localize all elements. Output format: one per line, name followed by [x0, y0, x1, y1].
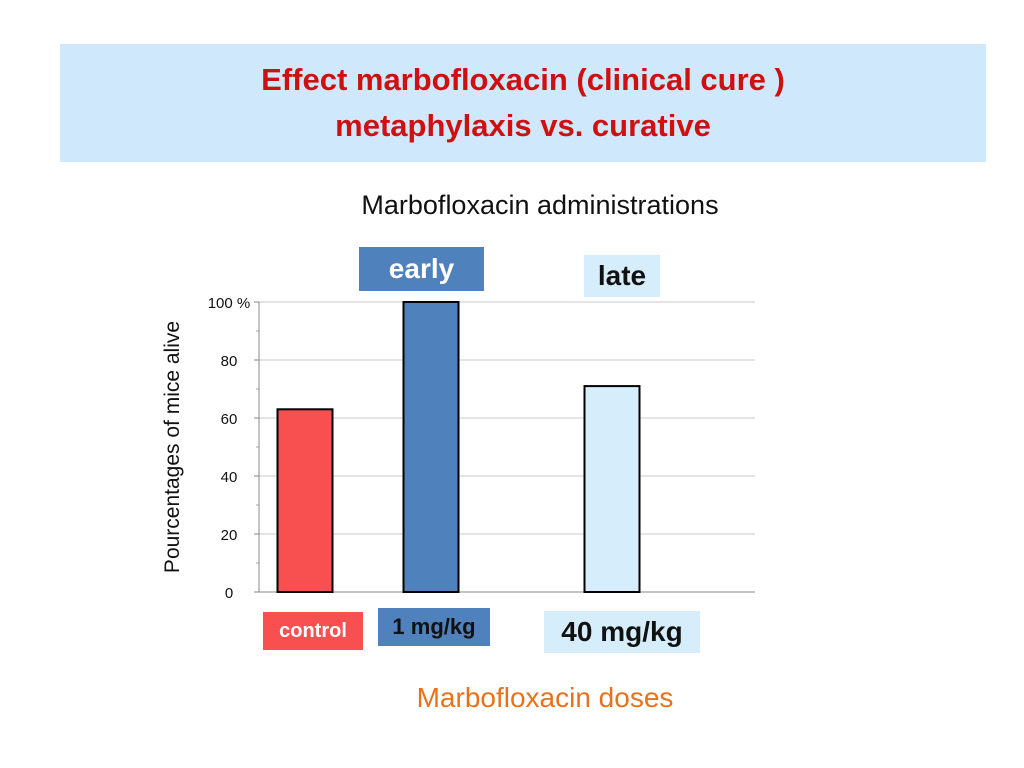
- early-tag: early: [359, 247, 484, 291]
- y-tick-label: 0: [225, 585, 233, 602]
- bar: [583, 385, 641, 593]
- bar-chart: 0 20 40 60 80 100 % Pourcentages of mice alive: [161, 295, 755, 602]
- y-tick-label: 100 %: [208, 295, 251, 312]
- dose-1mg-tag: 1 mg/kg: [378, 608, 490, 646]
- bar: [276, 408, 334, 593]
- title-line-1: Effect marbofloxacin (clinical cure ): [261, 62, 785, 97]
- title-banner: Effect marbofloxacin (clinical cure ) me…: [60, 44, 986, 162]
- late-tag: late: [584, 255, 660, 297]
- y-axis-title: Pourcentages of mice alive: [161, 321, 184, 573]
- y-tick-label: 20: [221, 527, 238, 544]
- control-dose-tag: control: [263, 612, 363, 650]
- bar: [402, 301, 460, 593]
- dose-40mg-tag: 40 mg/kg: [544, 611, 700, 653]
- doses-axis-label: Marbofloxacin doses: [416, 682, 674, 713]
- y-tick-label: 80: [221, 353, 238, 370]
- title-line-2: metaphylaxis vs. curative: [335, 108, 711, 143]
- y-tick-label: 60: [221, 411, 238, 428]
- y-tick-label: 40: [221, 469, 238, 486]
- administrations-label: Marbofloxacin administrations: [361, 190, 719, 220]
